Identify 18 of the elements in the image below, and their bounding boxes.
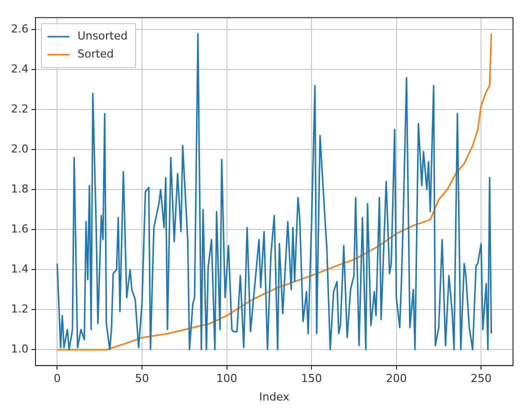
y-tick-label: 1.0 — [10, 342, 28, 356]
y-tick-label: 2.0 — [10, 142, 28, 156]
x-tick-label: 50 — [134, 372, 149, 386]
legend-label: Unsorted — [77, 29, 128, 42]
y-tick-label: 1.8 — [10, 182, 28, 196]
y-tick-label: 2.4 — [10, 62, 28, 76]
y-tick-label: 1.4 — [10, 262, 28, 276]
x-tick-label: 0 — [54, 372, 61, 386]
x-tick-label: 250 — [470, 372, 492, 386]
y-tick-label: 2.6 — [10, 22, 28, 36]
y-tick-label: 1.6 — [10, 222, 28, 236]
y-tick-label: 1.2 — [10, 302, 28, 316]
x-tick-label: 150 — [301, 372, 322, 386]
x-tick-label: 100 — [216, 372, 238, 386]
legend-label: Sorted — [77, 47, 114, 60]
x-tick-label: 200 — [386, 372, 407, 386]
x-axis-title: Index — [259, 390, 290, 404]
y-tick-label: 2.2 — [10, 102, 28, 116]
